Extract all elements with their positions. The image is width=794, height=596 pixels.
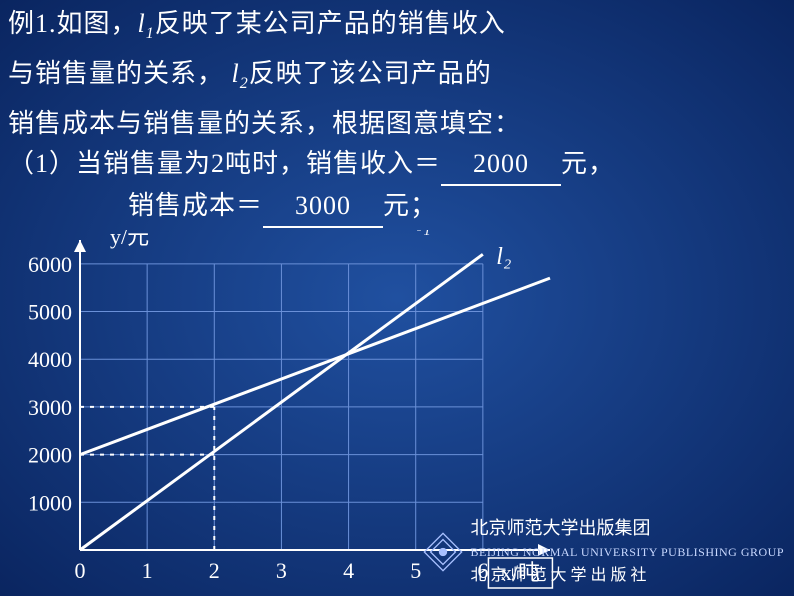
- svg-text:3000: 3000: [28, 395, 72, 420]
- t-line1a: 例1.如图，: [8, 9, 138, 38]
- q1a: （1）当销售量为2吨时，销售收入＝: [8, 149, 441, 178]
- svg-text:y/元: y/元: [110, 230, 149, 249]
- svg-text:4000: 4000: [28, 347, 72, 372]
- t-line2b: 反映了该公司产品的: [249, 59, 492, 88]
- svg-text:6000: 6000: [28, 252, 72, 277]
- attr-top: 北京师范大学出版集团: [471, 516, 784, 540]
- q2a: 销售成本＝: [128, 191, 263, 220]
- t-line1b: 反映了某公司产品的销售收入: [155, 9, 506, 38]
- svg-text:4: 4: [343, 558, 354, 583]
- svg-text:1: 1: [142, 558, 153, 583]
- q2b: 元；: [383, 191, 437, 220]
- publisher-logo-icon: [421, 530, 465, 574]
- q2-answer: 3000: [263, 186, 383, 228]
- publisher-attribution: 北京师范大学出版集团 BEIJING NORMAL UNIVERSITY PUB…: [421, 516, 784, 588]
- t-var2: l: [232, 59, 240, 88]
- t-var1: l: [138, 9, 146, 38]
- svg-text:5000: 5000: [28, 300, 72, 325]
- t-sub1: 1: [146, 25, 155, 42]
- q1b: 元，: [561, 149, 615, 178]
- svg-text:2: 2: [209, 558, 220, 583]
- svg-text:3: 3: [276, 558, 287, 583]
- t-sub2: 2: [240, 75, 249, 92]
- q1-answer: 2000: [441, 144, 561, 186]
- svg-text:l₂: l₂: [496, 244, 511, 270]
- t-line2a: 与销售量的关系，: [8, 59, 232, 88]
- svg-text:l₁: l₁: [416, 230, 431, 236]
- attr-bottom: 北 京 师 范 大 学 出 版 社: [471, 564, 784, 588]
- svg-text:2000: 2000: [28, 443, 72, 468]
- svg-text:1000: 1000: [28, 490, 72, 515]
- t-line3: 销售成本与销售量的关系，根据图意填空：: [8, 104, 615, 144]
- svg-text:0: 0: [75, 558, 86, 583]
- attr-en: BEIJING NORMAL UNIVERSITY PUBLISHING GRO…: [471, 540, 784, 564]
- problem-text: 例1.如图，l1反映了某公司产品的销售收入 与销售量的关系， l2反映了该公司产…: [8, 4, 615, 228]
